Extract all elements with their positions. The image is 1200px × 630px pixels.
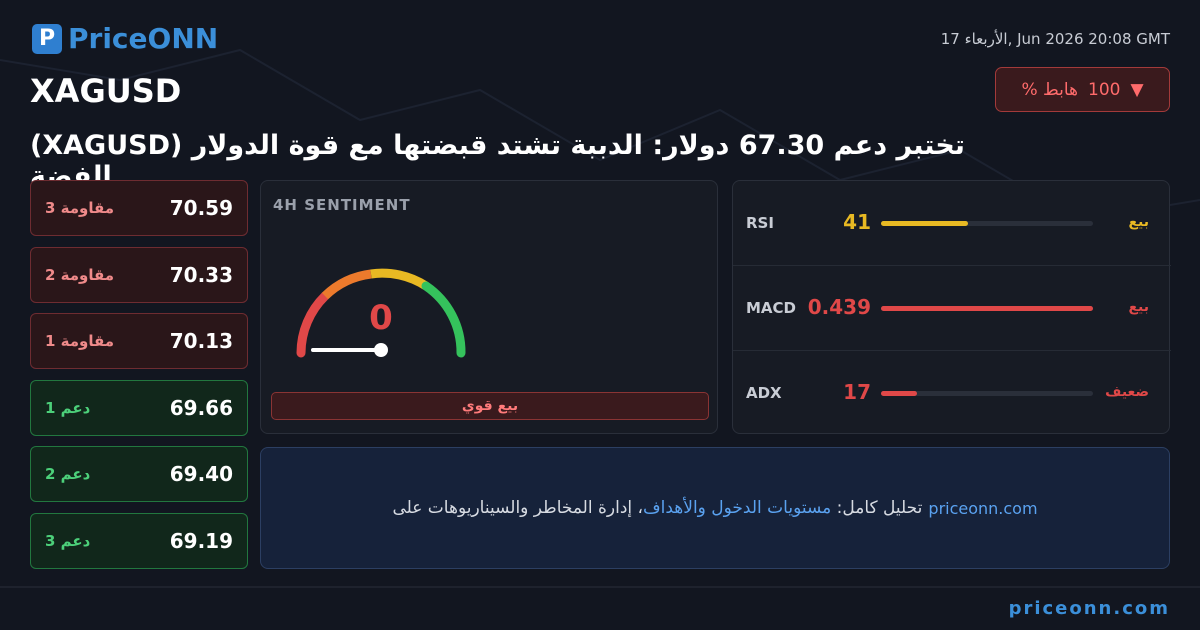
indicators-panel: RSI 41 بيع MACD 0.439 بيع ADX 17 ضعيف — [732, 180, 1171, 436]
symbol: XAGUSD — [30, 72, 182, 110]
brand-name: PriceONN — [68, 22, 219, 55]
indicator-track — [881, 221, 1093, 226]
indicator-signal: بيع — [1128, 214, 1149, 230]
indicator-value: 41 — [843, 210, 871, 234]
level-value: 70.59 — [169, 196, 233, 220]
indicator-track — [881, 391, 1093, 396]
level-label: دعم 1 — [45, 398, 91, 417]
sentiment-title: 4H SENTIMENT — [273, 196, 411, 214]
date: 17 الأربعاء, Jun 2026 20:08 GMT — [940, 30, 1170, 48]
level-label: مقاومة 1 — [45, 332, 115, 350]
cta-prefix: تحليل كامل: — [831, 498, 923, 518]
level-box: مقاومة 3 70.59 — [30, 180, 248, 236]
badge-value: 100 — [1088, 79, 1121, 100]
indicator-signal: بيع — [1128, 299, 1149, 315]
level-box: مقاومة 1 70.13 — [30, 313, 248, 369]
trend-badge: % هابط 100 ▼ — [995, 67, 1170, 112]
level-box: مقاومة 2 70.33 — [30, 246, 248, 303]
level-label: مقاومة 2 — [45, 265, 115, 284]
gauge-value: 0 — [369, 298, 393, 338]
indicator-name: ADX — [746, 384, 782, 402]
cta-suffix: ، إدارة المخاطر والسيناريوهات على — [392, 498, 644, 518]
indicator-row: MACD 0.439 بيع — [733, 266, 1171, 351]
level-box: دعم 2 69.40 — [30, 446, 248, 502]
indicator-value: 0.439 — [807, 295, 871, 319]
cta-box: priceonn.com تحليل كامل: مستويات الدخول … — [260, 447, 1170, 569]
indicator-signal: ضعيف — [1105, 384, 1149, 400]
cta-site: priceonn.com — [928, 498, 1038, 518]
indicator-row: ADX 17 ضعيف — [733, 351, 1171, 436]
badge-label: % هابط — [1021, 79, 1079, 100]
level-box: دعم 1 69.66 — [30, 379, 248, 436]
level-value: 69.40 — [169, 462, 233, 486]
level-value: 70.13 — [169, 329, 233, 353]
gauge: 0 — [296, 268, 466, 358]
level-label: مقاومة 3 — [45, 199, 115, 217]
level-label: دعم 2 — [45, 465, 91, 483]
level-value: 69.19 — [169, 528, 233, 553]
level-value: 70.33 — [169, 262, 233, 287]
indicator-name: RSI — [746, 214, 774, 232]
indicator-bar — [881, 306, 1093, 311]
indicator-bar — [881, 391, 918, 396]
logo: P PriceONN — [32, 22, 218, 55]
indicator-value: 17 — [843, 380, 871, 404]
indicator-bar — [881, 221, 968, 226]
indicator-row: RSI 41 بيع — [733, 181, 1171, 266]
indicator-name: MACD — [746, 299, 796, 317]
level-value: 69.66 — [169, 395, 233, 420]
indicator-track — [881, 306, 1093, 311]
cta-highlight: مستويات الدخول والأهداف — [643, 498, 832, 518]
sentiment-label: بيع قوي — [271, 392, 709, 420]
footer-site: priceonn.com — [1008, 598, 1170, 619]
level-box: دعم 3 69.19 — [30, 512, 248, 569]
level-label: دعم 3 — [45, 531, 91, 550]
sentiment-panel: 4H SENTIMENT 0 بيع قوي — [260, 180, 718, 434]
